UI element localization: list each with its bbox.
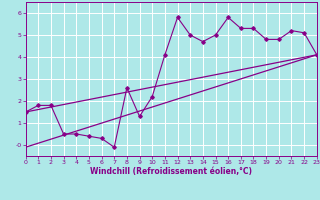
X-axis label: Windchill (Refroidissement éolien,°C): Windchill (Refroidissement éolien,°C) <box>90 167 252 176</box>
